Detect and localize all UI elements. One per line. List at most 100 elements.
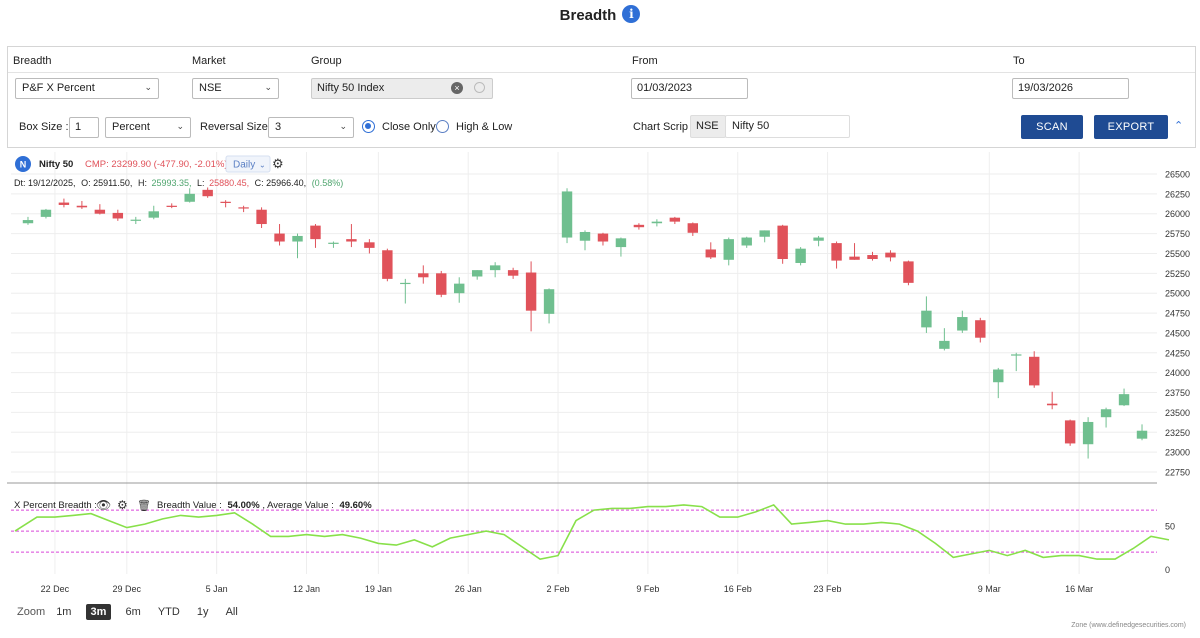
chart-scrip-exchange-text: NSE xyxy=(696,120,719,132)
chevron-down-icon: ⌄ xyxy=(176,121,184,131)
candle-body xyxy=(310,225,321,240)
x-tick-label: 26 Jan xyxy=(455,584,482,594)
zoom-ytd-button[interactable]: YTD xyxy=(157,606,180,618)
candle-body xyxy=(1100,409,1112,418)
candle xyxy=(400,278,411,304)
candle-series xyxy=(22,187,1148,459)
candle-body xyxy=(274,233,285,242)
symbol-badge-text: N xyxy=(20,160,27,170)
zoom-6m-button[interactable]: 6m xyxy=(125,606,141,618)
candle-body xyxy=(759,230,770,237)
candle-body xyxy=(382,250,393,279)
export-button[interactable]: EXPORT xyxy=(1094,115,1168,139)
to-date-input[interactable]: 19/03/2026 xyxy=(1012,78,1129,99)
ohlc-date: Dt: 19/12/2025, xyxy=(14,178,76,188)
chevron-down-icon: ⌄ xyxy=(259,161,266,170)
zoom-1m-button[interactable]: 1m xyxy=(56,606,72,618)
cmp-text: CMP: 23299.90 (-477.90, -2.01%) xyxy=(85,159,228,170)
eye-icon[interactable]: 👁 xyxy=(96,498,111,512)
close-only-radio[interactable] xyxy=(362,120,375,133)
breadth-label: Breadth xyxy=(13,55,52,67)
candle-body xyxy=(328,242,339,244)
x-tick-label: 9 Mar xyxy=(978,584,1001,594)
box-unit-select[interactable]: Percent ⌄ xyxy=(105,117,191,138)
indicator-y-axis: 0 50 xyxy=(1165,521,1175,575)
chart-scrip-input[interactable]: Nifty 50 xyxy=(725,115,850,138)
candle xyxy=(382,248,393,282)
breadth-select[interactable]: P&F X Percent ⌄ xyxy=(15,78,159,99)
info-icon[interactable]: i xyxy=(622,5,641,23)
gear-icon[interactable]: ⚙ xyxy=(272,156,284,171)
breadth-line xyxy=(14,503,1170,560)
candle xyxy=(436,270,447,298)
zoom-3m-button[interactable]: 3m xyxy=(85,604,112,620)
collapse-chevron-up-icon[interactable]: ⌃ xyxy=(1174,120,1184,132)
ohlc-high-label: H: xyxy=(138,178,147,188)
chart-svg[interactable]: 22750 23000 23250 23500 23750 24000 24250 24500… xyxy=(7,152,1196,600)
candle-body xyxy=(454,283,465,294)
clear-icon[interactable]: × xyxy=(451,82,463,94)
candle xyxy=(1118,388,1130,407)
zoom-all-button[interactable]: All xyxy=(225,606,238,618)
y-tick-label: 23250 xyxy=(1165,428,1190,438)
candle-body xyxy=(1064,420,1076,444)
group-input[interactable]: Nifty 50 Index xyxy=(311,78,493,99)
candle xyxy=(418,265,429,284)
chart-scrip-value: Nifty 50 xyxy=(732,120,770,132)
candle xyxy=(40,208,52,219)
candle-body xyxy=(633,224,645,228)
y-tick-label: 24750 xyxy=(1165,309,1190,319)
page-title: Breadth xyxy=(559,7,617,24)
x-tick-label: 22 Dec xyxy=(41,584,70,594)
y-tick-label: 22750 xyxy=(1165,468,1190,478)
candle xyxy=(813,235,824,247)
candle-body xyxy=(112,212,124,219)
group-input-value: Nifty 50 Index xyxy=(317,82,385,94)
candle-body xyxy=(507,270,519,276)
ohlc-readout: Dt: 19/12/2025, O: 25911.50, H: 25993.35… xyxy=(14,178,343,188)
average-value-label: , Average Value : xyxy=(262,500,333,511)
reversal-size-select[interactable]: 3 ⌄ xyxy=(268,117,354,138)
candle xyxy=(957,310,968,333)
candle xyxy=(867,251,878,261)
y-tick-label: 23500 xyxy=(1165,408,1190,418)
high-low-label: High & Low xyxy=(456,121,513,133)
candle xyxy=(292,233,303,259)
market-select[interactable]: NSE ⌄ xyxy=(192,78,279,99)
symbol-badge xyxy=(15,156,31,172)
y-tick-label: 26250 xyxy=(1165,189,1190,199)
interval-select[interactable] xyxy=(225,155,271,173)
interval-select-value: Daily xyxy=(233,160,255,171)
candle-body xyxy=(166,205,177,207)
box-size-input[interactable]: 1 xyxy=(69,117,99,138)
breadth-value: 54.00% xyxy=(227,500,260,511)
trash-icon[interactable]: 🗑 xyxy=(137,499,151,512)
box-unit-value: Percent xyxy=(112,121,150,133)
candle-body xyxy=(921,310,932,328)
y-tick-label: 25750 xyxy=(1165,229,1190,239)
scan-button[interactable]: SCAN xyxy=(1021,115,1083,139)
search-icon[interactable] xyxy=(474,82,485,93)
candle-body xyxy=(1028,356,1040,386)
candle xyxy=(741,236,752,248)
candle xyxy=(687,222,699,236)
candle-body xyxy=(256,209,267,225)
candle xyxy=(723,237,734,266)
candle-body xyxy=(1011,354,1022,356)
gear-icon[interactable]: ⚙ xyxy=(117,498,128,512)
candle-body xyxy=(436,273,447,295)
high-low-radio[interactable] xyxy=(436,120,449,133)
footer-credit: Zone (www.definedgesecurities.com) xyxy=(1071,622,1186,629)
zoom-1y-button[interactable]: 1y xyxy=(196,606,209,618)
price-legend: N Nifty 50 CMP: 23299.90 (-477.90, -2.01… xyxy=(14,155,343,188)
candle-body xyxy=(885,252,896,258)
indicator-name: X Percent Breadth : xyxy=(14,500,97,511)
price-y-axis: 22750 23000 23250 23500 23750 24000 24250 24500… xyxy=(1165,169,1190,477)
from-date-input[interactable]: 01/03/2023 xyxy=(631,78,748,99)
candle xyxy=(1100,407,1112,428)
candle xyxy=(22,216,34,225)
candle xyxy=(633,223,645,230)
breadth-value-text: Breadth Value : 54.00% , Average Value :… xyxy=(157,500,372,511)
zoom-label: Zoom xyxy=(17,606,46,618)
candle xyxy=(112,209,124,221)
